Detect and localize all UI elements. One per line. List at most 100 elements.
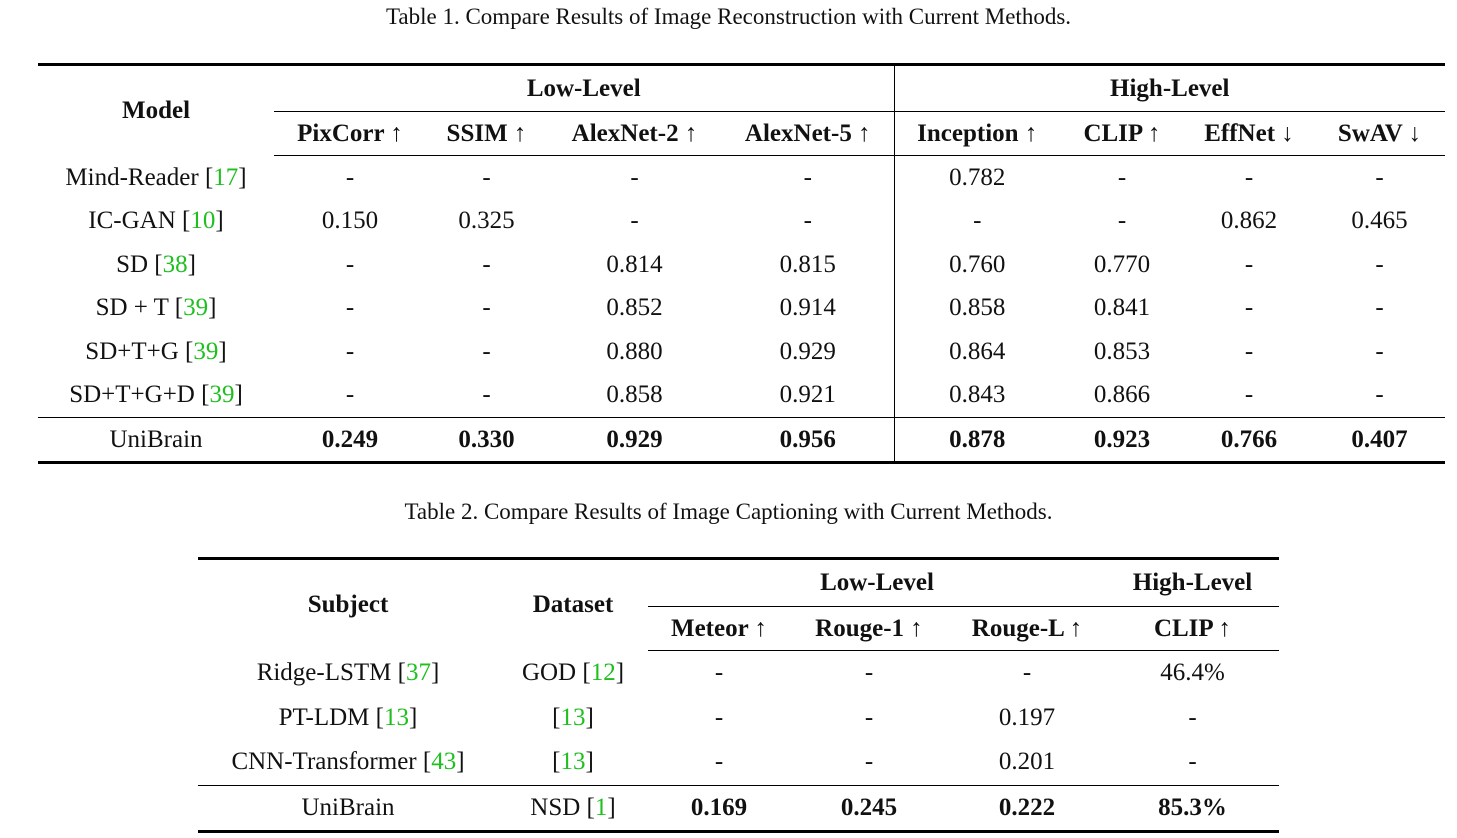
- citation-link[interactable]: 37: [405, 659, 431, 686]
- citation-link[interactable]: 43: [431, 748, 457, 776]
- table-cell: -: [345, 381, 355, 409]
- table-cell: 0.325: [458, 207, 515, 235]
- table-cell: -: [345, 294, 355, 322]
- table-cell: -: [803, 207, 812, 235]
- table-row-unibrain: UniBrain NSD [1] 0.169 0.245 0.222 85.3%: [198, 784, 1279, 831]
- model-name: SD+T+G+D [39]: [69, 381, 243, 409]
- table-cell: 0.852: [606, 294, 663, 322]
- table-cell: -: [714, 703, 724, 731]
- table-cell: 0.814: [606, 250, 663, 278]
- table-cell: -: [1244, 294, 1254, 322]
- table-cell: -: [345, 337, 355, 365]
- subject-name: UniBrain: [198, 784, 498, 831]
- table-row-unibrain: UniBrain 0.249 0.330 0.929 0.956 0.878 0…: [38, 417, 1445, 463]
- table-cell: 0.770: [1093, 250, 1151, 278]
- table-cell: -: [714, 659, 724, 687]
- table-cell: 0.923: [1060, 417, 1184, 463]
- table-cell: 0.330: [426, 417, 547, 463]
- table-cell: -: [345, 163, 355, 191]
- model-name: SD [38]: [116, 250, 196, 278]
- table-cell: -: [1022, 659, 1032, 687]
- column-header: AlexNet-2 ↑: [547, 111, 722, 156]
- column-header: AlexNet-5 ↑: [722, 111, 894, 156]
- subject-name: CNN-Transformer [43]: [231, 748, 465, 776]
- table-cell: 0.766: [1184, 417, 1314, 463]
- table-cell: -: [482, 337, 491, 365]
- column-header: CLIP ↑: [1060, 111, 1184, 156]
- table-cell: 0.841: [1093, 294, 1151, 322]
- table-cell: -: [1117, 207, 1127, 235]
- table-cell: -: [893, 199, 1060, 243]
- table-cell: 0.914: [779, 294, 836, 322]
- table-cell: -: [1375, 337, 1384, 365]
- table-cell: 0.929: [779, 337, 836, 365]
- table-cell: -: [630, 163, 639, 191]
- column-header: Meteor ↑: [648, 606, 790, 651]
- column-header: SSIM ↑: [426, 111, 547, 156]
- table-cell: 46.4%: [1160, 659, 1225, 687]
- table-cell: -: [1244, 337, 1254, 365]
- column-header: Rouge-L ↑: [948, 606, 1106, 651]
- table-cell: 0.843: [893, 373, 1060, 418]
- citation-link[interactable]: 13: [560, 703, 586, 731]
- citation-link[interactable]: 13: [384, 703, 409, 731]
- table-cell: -: [864, 703, 874, 731]
- table-cell: 0.858: [893, 286, 1060, 330]
- table-cell: 0.201: [998, 748, 1056, 776]
- table-cell: 0.878: [893, 417, 1060, 463]
- citation-link[interactable]: 10: [190, 207, 216, 235]
- dataset-header: Dataset: [532, 591, 614, 619]
- low-level-group-header: Low-Level: [648, 558, 1106, 607]
- table-cell: 0.866: [1093, 381, 1151, 409]
- table-cell: -: [482, 250, 491, 278]
- table-cell: -: [1117, 163, 1127, 191]
- captioning-table: Subject Dataset Low-Level High-Level Met…: [198, 557, 1279, 833]
- table-cell: -: [345, 250, 355, 278]
- table-cell: 0.197: [998, 703, 1056, 731]
- model-name: Mind-Reader [17]: [65, 163, 247, 191]
- reconstruction-table: Model Low-Level High-Level PixCorr ↑ SSI…: [38, 63, 1445, 464]
- table-cell: 0.407: [1314, 417, 1445, 463]
- citation-link[interactable]: 13: [560, 748, 586, 776]
- table-cell: -: [1244, 163, 1254, 191]
- table-row: Mind-Reader [17] - - - - 0.782 - - -: [38, 155, 1445, 200]
- subject-name: PT-LDM [13]: [278, 703, 418, 731]
- citation-link[interactable]: 17: [213, 163, 239, 191]
- table-cell: 0.465: [1351, 207, 1408, 235]
- table-cell: -: [864, 748, 874, 776]
- column-header: EffNet ↓: [1184, 111, 1314, 156]
- table-cell: 0.853: [1093, 337, 1151, 365]
- table-cell: 0.245: [790, 784, 948, 831]
- citation-link[interactable]: 12: [590, 659, 616, 686]
- high-level-group-header: High-Level: [1106, 558, 1279, 607]
- table-row: SD [38] - - 0.814 0.815 0.760 0.770 - -: [38, 243, 1445, 287]
- table-row: CNN-Transformer [43] [13] - - 0.201 -: [198, 740, 1279, 785]
- column-header: Inception ↑: [893, 111, 1060, 156]
- table-cell: 0.782: [893, 155, 1060, 200]
- citation-link[interactable]: 39: [209, 381, 235, 409]
- citation-link[interactable]: 1: [594, 793, 608, 821]
- table-cell: 0.921: [779, 381, 836, 409]
- table-cell: -: [1375, 381, 1384, 409]
- column-header: PixCorr ↑: [274, 111, 426, 156]
- table1-caption: Table 1. Compare Results of Image Recons…: [385, 4, 1072, 29]
- table-cell: 0.862: [1220, 207, 1278, 235]
- table-cell: 85.3%: [1106, 784, 1279, 831]
- table-cell: -: [714, 748, 724, 776]
- dataset-name: GOD [12]: [521, 659, 625, 686]
- low-level-group-header: Low-Level: [274, 64, 894, 112]
- table-cell: -: [1188, 703, 1197, 731]
- table-cell: 0.929: [547, 417, 722, 463]
- model-name: UniBrain: [38, 417, 274, 463]
- column-header: CLIP ↑: [1106, 606, 1279, 651]
- citation-link[interactable]: 39: [193, 337, 219, 365]
- table-row: IC-GAN [10] 0.150 0.325 - - - - 0.862 0.465: [38, 199, 1445, 243]
- table-cell: -: [1188, 748, 1197, 776]
- subject-header: Subject: [307, 591, 389, 619]
- table-row: SD+T+G [39] - - 0.880 0.929 0.864 0.853 - -: [38, 330, 1445, 374]
- citation-link[interactable]: 39: [183, 294, 209, 322]
- table-cell: -: [482, 381, 491, 409]
- dataset-name: [13]: [552, 748, 594, 776]
- table-cell: 0.956: [722, 417, 894, 463]
- citation-link[interactable]: 38: [162, 250, 188, 278]
